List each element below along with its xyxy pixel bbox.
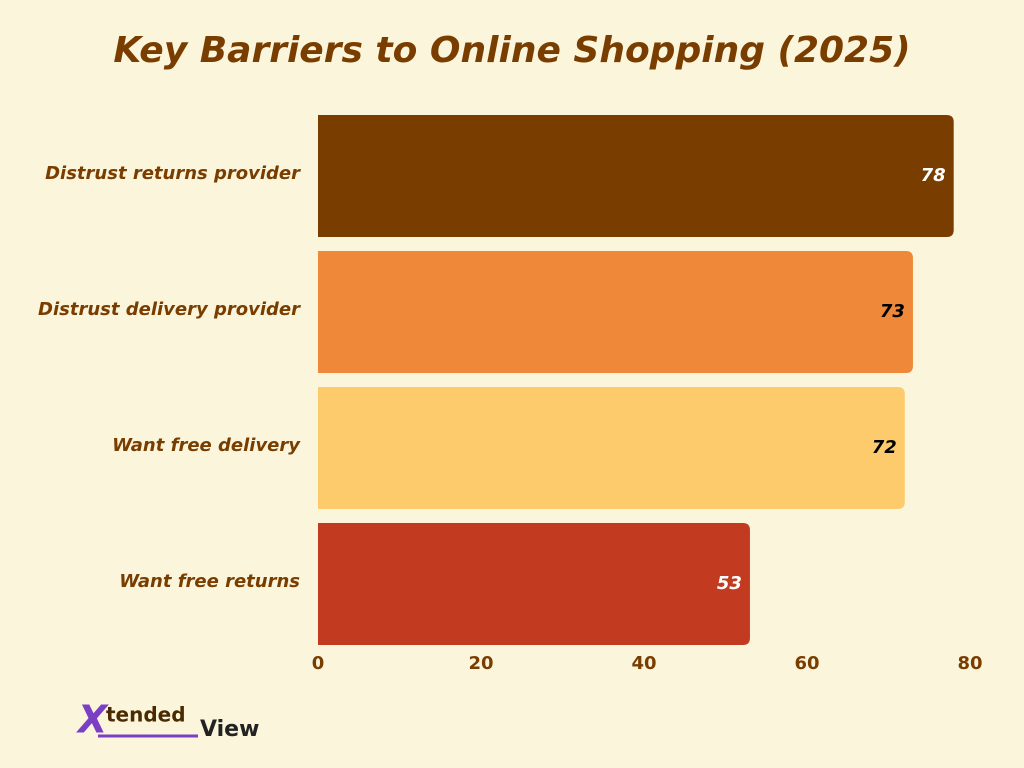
x-tick-label: 0 bbox=[312, 653, 325, 674]
value-label: 78 bbox=[921, 165, 946, 186]
bar bbox=[318, 251, 913, 373]
y-tick-label: Distrust returns provider bbox=[45, 163, 301, 184]
brand-text: tended bbox=[106, 703, 186, 727]
value-label: 73 bbox=[880, 301, 905, 322]
value-label: 72 bbox=[872, 437, 897, 458]
bar bbox=[318, 387, 905, 509]
x-tick-label: 40 bbox=[631, 653, 656, 674]
brand-text: View bbox=[200, 717, 259, 742]
brand-logo: X tended View bbox=[76, 698, 259, 743]
x-tick-label: 20 bbox=[468, 653, 493, 674]
y-tick-label: Distrust delivery provider bbox=[38, 299, 301, 320]
x-tick-label: 60 bbox=[794, 653, 819, 674]
chart-title: Key Barriers to Online Shopping (2025) bbox=[113, 30, 910, 71]
x-tick-label: 80 bbox=[957, 653, 982, 674]
bar bbox=[318, 523, 750, 645]
bar bbox=[318, 115, 954, 237]
brand-mark: X bbox=[76, 698, 109, 742]
y-tick-label: Want free returns bbox=[119, 571, 300, 592]
y-tick-label: Want free delivery bbox=[112, 435, 301, 456]
value-label: 53 bbox=[717, 573, 742, 594]
